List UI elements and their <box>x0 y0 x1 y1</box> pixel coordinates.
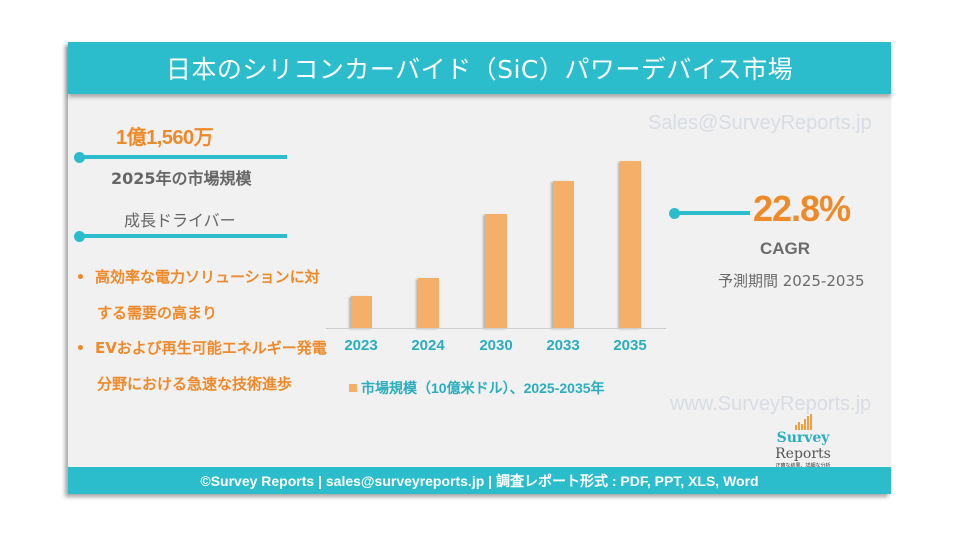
drivers-list: • 高効率な電力ソリューションに対 する需要の高まり • EVおよび再生可能エネルギ… <box>76 260 346 402</box>
chart-legend: 市場規模（10億米ドル）、2025-2035年 <box>349 378 605 398</box>
x-tick-label: 2030 <box>479 337 513 354</box>
legend-label: 市場規模（10億米ドル）、2025-2035年 <box>361 380 605 396</box>
footer-text: ©Survey Reports | sales@surveyreports.jp… <box>200 472 759 489</box>
connector-line <box>674 211 750 215</box>
driver-item-continued: する需要の高まり <box>97 304 218 322</box>
x-axis-line <box>326 328 666 329</box>
connector-line <box>80 155 287 159</box>
survey-reports-logo: Survey Reports 正確な結果、詳細な分析 <box>748 414 858 469</box>
bar-chart-logo-icon <box>748 414 858 430</box>
connector-dot <box>74 231 85 242</box>
bullet-icon: • <box>76 270 85 286</box>
x-tick-label: 2023 <box>344 337 378 354</box>
watermark-email: Sales@SurveyReports.jp <box>648 112 872 134</box>
bar-2033 <box>553 181 574 328</box>
bar-2035 <box>620 161 641 328</box>
driver-text: EVおよび再生可能エネルギー発電 <box>94 339 327 357</box>
bar-2023 <box>351 296 372 328</box>
legend-swatch <box>349 384 357 392</box>
driver-item: • 高効率な電力ソリューションに対 <box>76 260 346 296</box>
logo-tagline: 正確な結果、詳細な分析 <box>775 463 831 469</box>
driver-text: 高効率な電力ソリューションに対 <box>94 268 320 286</box>
forecast-period: 予測期間 2025-2035 <box>718 272 865 290</box>
connector-line <box>80 234 287 238</box>
driver-item: • EVおよび再生可能エネルギー発電 <box>76 331 346 367</box>
footer-banner: ©Survey Reports | sales@surveyreports.jp… <box>68 467 891 494</box>
driver-item-continued: 分野における急速な技術進歩 <box>97 375 293 393</box>
x-tick-label: 2033 <box>546 337 580 354</box>
market-size-label: 2025年の市場規模 <box>111 169 252 188</box>
infographic-card: 日本のシリコンカーバイド（SiC）パワーデバイス市場 Sales@SurveyR… <box>68 42 891 494</box>
bar-2030 <box>485 214 507 328</box>
connector-dot <box>74 152 85 163</box>
bullet-icon: • <box>76 341 85 357</box>
page-title: 日本のシリコンカーバイド（SiC）パワーデバイス市場 <box>165 55 794 84</box>
x-tick-label: 2035 <box>613 337 647 354</box>
market-size-value: 1億1,560万 <box>116 127 214 149</box>
title-banner: 日本のシリコンカーバイド（SiC）パワーデバイス市場 <box>68 42 891 94</box>
cagr-value: 22.8% <box>753 188 851 229</box>
cagr-label: CAGR <box>760 239 811 258</box>
logo-text: Survey Reports <box>775 430 831 462</box>
bar-2024 <box>418 278 439 328</box>
drivers-heading: 成長ドライバー <box>124 211 236 230</box>
x-tick-label: 2024 <box>411 337 445 354</box>
watermark-url: www.SurveyReports.jp <box>670 393 872 415</box>
